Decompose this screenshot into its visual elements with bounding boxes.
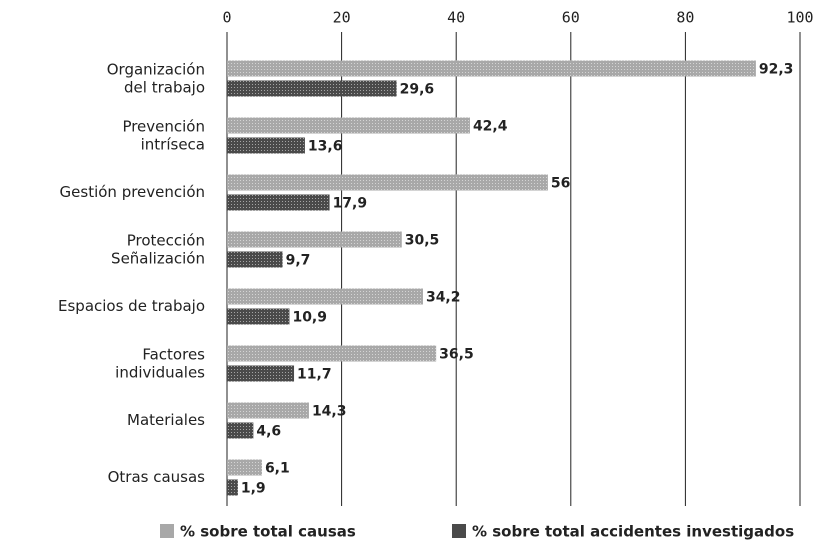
y-tick-label: Organización del trabajo xyxy=(107,60,205,96)
x-tick-label: 100 xyxy=(786,9,813,27)
y-tick-label: Espacios de trabajo xyxy=(58,297,205,315)
bar-texture xyxy=(227,479,238,496)
value-label: 36,5 xyxy=(439,347,474,363)
bar-texture xyxy=(227,402,309,419)
y-tick-label: Otras causas xyxy=(108,468,206,486)
legend-label: % sobre total causas xyxy=(180,523,356,541)
value-label: 4,6 xyxy=(256,424,281,440)
bar-texture xyxy=(227,80,397,97)
bar-texture xyxy=(227,459,262,476)
x-tick-label: 20 xyxy=(333,9,351,27)
value-label: 6,1 xyxy=(265,461,290,477)
bar-texture xyxy=(227,231,402,248)
bar-texture xyxy=(227,117,470,134)
value-label: 14,3 xyxy=(312,404,347,420)
legend-swatch xyxy=(160,524,174,538)
bar-texture xyxy=(227,365,295,382)
y-tick-label: Factores individuales xyxy=(115,345,205,381)
y-tick-label: Prevención intríseca xyxy=(122,117,205,153)
value-label: 92,3 xyxy=(759,62,794,78)
value-label: 11,7 xyxy=(297,367,332,383)
x-tick-label: 80 xyxy=(676,9,694,27)
value-label: 30,5 xyxy=(405,233,440,249)
value-label: 10,9 xyxy=(292,310,327,326)
y-tick-label: Gestión prevención xyxy=(60,183,205,201)
value-label: 42,4 xyxy=(473,119,508,135)
bar-texture xyxy=(227,422,254,439)
bar-texture xyxy=(227,174,548,191)
legend-label: % sobre total accidentes investigados xyxy=(472,523,794,541)
bar-texture xyxy=(227,308,290,325)
y-tick-label: Protección Señalización xyxy=(111,231,205,267)
legend-swatch xyxy=(452,524,466,538)
bar-texture xyxy=(227,288,423,305)
bar-texture xyxy=(227,251,283,268)
bar-texture xyxy=(227,137,305,154)
value-label: 13,6 xyxy=(308,139,343,155)
bar-texture xyxy=(227,60,756,77)
y-tick-label: Materiales xyxy=(127,411,205,429)
x-tick-label: 60 xyxy=(562,9,580,27)
value-label: 29,6 xyxy=(400,82,435,98)
bar-texture xyxy=(227,194,330,211)
x-tick-label: 0 xyxy=(222,9,231,27)
bar-texture xyxy=(227,345,437,362)
value-label: 34,2 xyxy=(426,290,461,306)
value-label: 17,9 xyxy=(333,196,368,212)
value-label: 1,9 xyxy=(241,481,266,497)
x-tick-label: 40 xyxy=(447,9,465,27)
value-label: 56 xyxy=(551,176,570,192)
value-label: 9,7 xyxy=(286,253,311,269)
